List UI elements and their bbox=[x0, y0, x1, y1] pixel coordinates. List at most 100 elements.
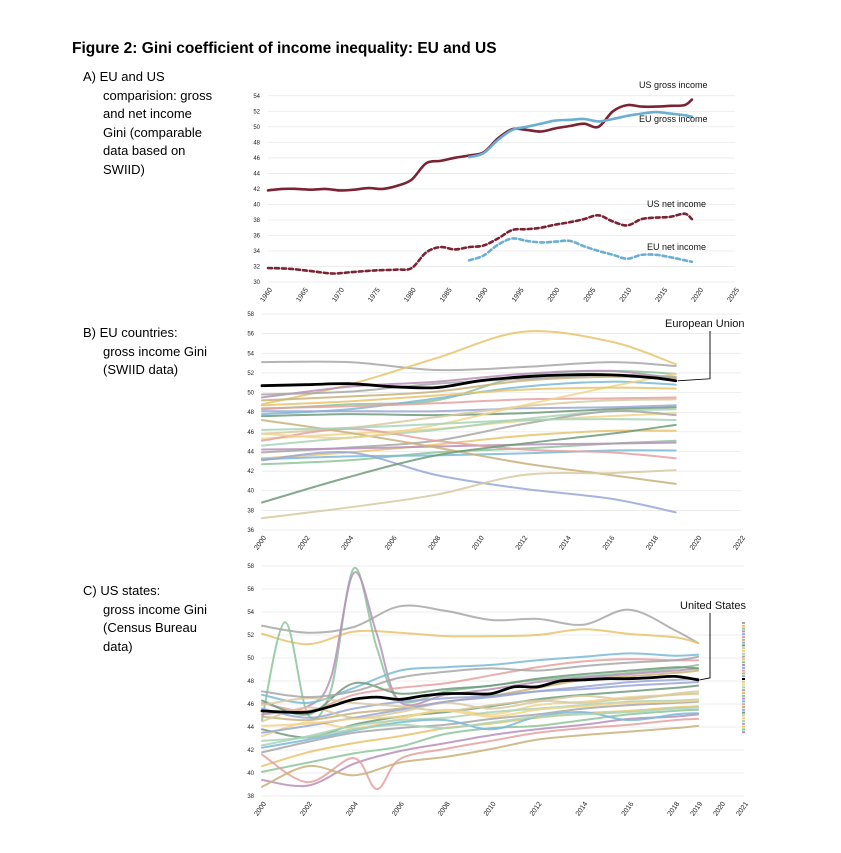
panel-a-label-line: data based on bbox=[103, 143, 186, 158]
y-tick-label: 34 bbox=[253, 249, 260, 255]
series-line-c-20 bbox=[261, 666, 700, 716]
y-tick-label: 58 bbox=[247, 312, 254, 318]
y-tick-label: 44 bbox=[247, 725, 254, 731]
legend-swatch bbox=[742, 703, 745, 706]
series-line-c-13 bbox=[261, 705, 700, 768]
y-tick-label: 54 bbox=[253, 94, 260, 100]
legend-swatch bbox=[742, 622, 745, 624]
legend-swatch bbox=[742, 666, 745, 669]
y-tick-label: 36 bbox=[247, 528, 254, 534]
legend-swatch bbox=[742, 731, 745, 734]
series-line-c-5 bbox=[261, 658, 700, 712]
legend-swatch bbox=[742, 722, 745, 725]
y-tick-label: 32 bbox=[253, 264, 260, 270]
x-tick-label: 1995 bbox=[511, 287, 526, 304]
legend-swatch bbox=[742, 627, 745, 630]
y-tick-label: 56 bbox=[247, 332, 254, 338]
highlight-line-b bbox=[260, 373, 678, 390]
panel-b-label-line: gross income Gini bbox=[103, 343, 208, 359]
y-tick-label: 50 bbox=[247, 656, 254, 662]
legend-swatch bbox=[742, 675, 745, 678]
x-tick-label: 2025 bbox=[726, 287, 741, 304]
panel-c-label-line: C) US states: bbox=[83, 583, 161, 598]
panel-a-label: A) EU and US comparision: gross and net … bbox=[83, 68, 223, 179]
series-line-c-24 bbox=[261, 655, 700, 699]
x-tick-label: 1965 bbox=[295, 287, 310, 304]
x-tick-label: 2005 bbox=[583, 287, 598, 304]
series-line-a-2 bbox=[266, 212, 694, 275]
x-tick-label: 2012 bbox=[515, 535, 530, 552]
series-line-b-19 bbox=[261, 451, 677, 514]
series-line-b-7 bbox=[261, 404, 677, 413]
y-tick-label: 52 bbox=[247, 371, 254, 377]
series-line-b-23 bbox=[261, 418, 677, 431]
leader-line bbox=[677, 331, 711, 382]
panel-c-label: C) US states: gross income Gini (Census … bbox=[83, 582, 223, 656]
series-line-c-16 bbox=[261, 711, 700, 749]
series-line-b-18 bbox=[261, 419, 677, 485]
y-tick-label: 56 bbox=[247, 587, 254, 593]
legend-swatch bbox=[742, 633, 745, 636]
legend-swatch bbox=[742, 664, 745, 666]
x-tick-label: 1970 bbox=[331, 287, 346, 304]
x-tick-label: 2020 bbox=[689, 535, 704, 552]
x-tick-label: 1960 bbox=[259, 287, 274, 304]
series-line-c-12 bbox=[261, 700, 700, 754]
x-tick-label: 2000 bbox=[253, 535, 268, 552]
series-line-b-6 bbox=[261, 375, 677, 402]
x-tick-label: 2010 bbox=[483, 801, 498, 818]
legend-swatch bbox=[742, 694, 745, 697]
y-tick-label: 52 bbox=[247, 633, 254, 639]
annotation-label: US net income bbox=[647, 199, 706, 209]
x-tick-label: 2018 bbox=[645, 535, 660, 552]
x-tick-label: 1980 bbox=[403, 287, 418, 304]
x-tick-label: 1985 bbox=[439, 287, 454, 304]
legend-swatch bbox=[742, 644, 745, 647]
x-tick-label: 2002 bbox=[299, 801, 314, 818]
series-line-b-3 bbox=[261, 369, 677, 399]
legend-swatch bbox=[742, 683, 745, 686]
legend-swatch bbox=[742, 680, 745, 683]
legend-swatch bbox=[742, 630, 745, 633]
x-tick-label: 2021 bbox=[735, 801, 750, 818]
legend-swatch bbox=[742, 686, 745, 689]
legend-swatch bbox=[742, 720, 745, 722]
y-tick-label: 58 bbox=[247, 564, 254, 570]
y-tick-label: 52 bbox=[253, 109, 260, 115]
chart-c-group: 38 40 42 44 46 48 50 52 54 56 58 2000 2002 2004 2006 20… bbox=[247, 564, 750, 818]
series-line-b-20 bbox=[261, 423, 677, 504]
y-tick-label: 48 bbox=[253, 140, 260, 146]
legend-swatch bbox=[742, 652, 745, 655]
series-line-c-3 bbox=[261, 571, 700, 716]
x-tick-label: 2004 bbox=[341, 535, 356, 552]
series-line-b-25 bbox=[261, 386, 677, 407]
x-tick-label: 2018 bbox=[667, 801, 682, 818]
legend-swatch bbox=[742, 641, 745, 644]
y-tick-label: 54 bbox=[247, 351, 254, 357]
series-line-c-23 bbox=[261, 706, 700, 742]
y-tick-label: 48 bbox=[247, 679, 254, 685]
y-tick-label: 46 bbox=[247, 430, 254, 436]
legend-swatch bbox=[742, 697, 745, 700]
x-tick-label: 2016 bbox=[621, 801, 636, 818]
x-tick-label: 2010 bbox=[471, 535, 486, 552]
legend-swatch bbox=[742, 655, 745, 658]
x-tick-label: 2004 bbox=[345, 801, 360, 818]
series-line-b-22 bbox=[261, 372, 677, 439]
x-tick-label: 2020 bbox=[691, 287, 706, 304]
y-tick-label: 40 bbox=[253, 202, 260, 208]
panel-a-label-line: and net income bbox=[103, 106, 192, 121]
x-tick-label: 2006 bbox=[384, 535, 399, 552]
y-tick-label: 44 bbox=[247, 449, 254, 455]
series-line-c-9 bbox=[261, 690, 700, 723]
series-line-c-18 bbox=[261, 724, 700, 788]
panel-b-label: B) EU countries: gross income Gini (SWII… bbox=[83, 324, 223, 380]
highlight-line-c bbox=[260, 674, 700, 714]
legend-swatch bbox=[742, 661, 745, 664]
y-tick-label: 38 bbox=[247, 508, 254, 514]
y-tick-label: 36 bbox=[253, 233, 260, 239]
series-line-b-8 bbox=[261, 406, 677, 418]
y-tick-label: 40 bbox=[247, 771, 254, 777]
x-tick-label: 1975 bbox=[367, 287, 382, 304]
